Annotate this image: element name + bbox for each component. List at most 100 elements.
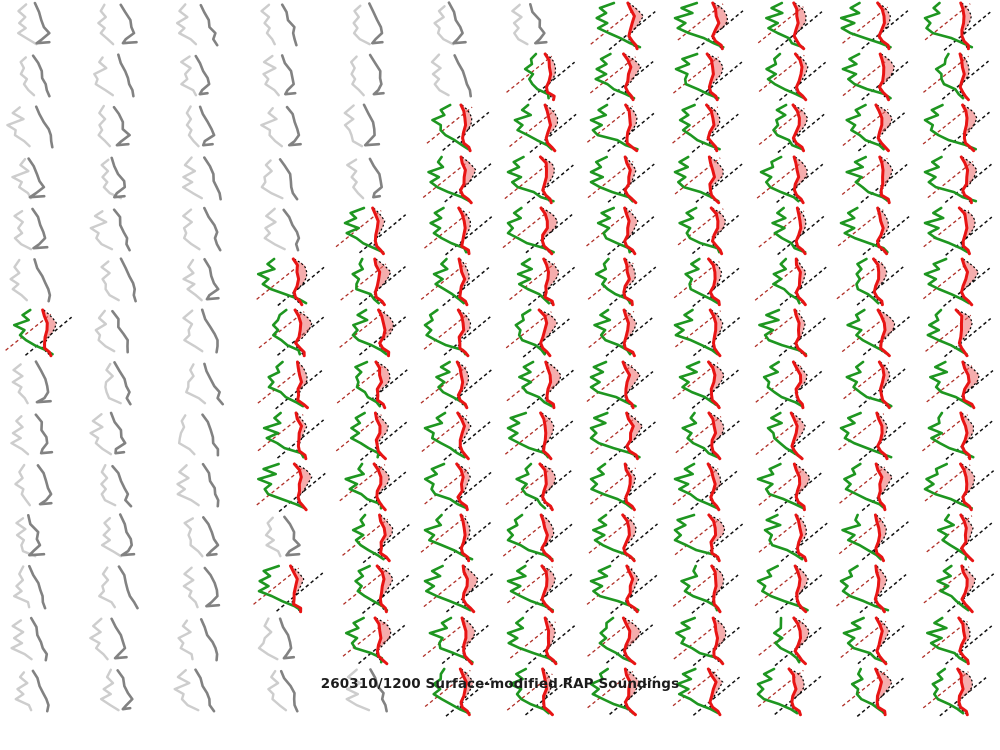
- temperature-line: [961, 360, 975, 409]
- temperature-line: [875, 616, 888, 665]
- sounding-cell-r3c11: [833, 103, 916, 154]
- dewpoint-line: [423, 565, 472, 612]
- sounding-cell-r7c1: [0, 308, 83, 359]
- temperature-line: [623, 462, 637, 512]
- firebrick-dashed-line: [253, 568, 300, 606]
- inactive-sounding-plot: [10, 413, 54, 456]
- sounding-cell-r4c9: [667, 155, 750, 206]
- active-sounding-plot: [923, 155, 992, 204]
- dewpoint-line: [423, 411, 466, 459]
- sounding-cell-r13c8: [583, 616, 666, 667]
- firebrick-dashed-line: [502, 210, 549, 249]
- temperature-line: [295, 360, 309, 409]
- firebrick-dashed-line: [587, 619, 634, 657]
- temperature-line: [709, 206, 723, 256]
- active-sounding-plot: [671, 103, 739, 154]
- active-sounding-plot: [586, 360, 654, 410]
- dewpoint-line: [93, 56, 115, 97]
- temperature-line: [541, 667, 554, 716]
- sounding-cell-r10c10: [750, 462, 833, 513]
- firebrick-dashed-line: [674, 310, 721, 348]
- sounding-cell-r12c7: [500, 564, 583, 615]
- sounding-cell-r5c1: [0, 206, 83, 257]
- dewpoint-line: [12, 565, 31, 609]
- sounding-cell-r5c6: [417, 206, 500, 257]
- sounding-grid: [0, 1, 1000, 718]
- dewpoint-line: [756, 462, 805, 510]
- parcel-trace-line: [794, 53, 809, 101]
- parcel-trace-line: [789, 668, 805, 715]
- active-sounding-plot: [843, 360, 906, 409]
- sounding-cell-r9c4: [250, 411, 333, 462]
- dewpoint-line: [925, 616, 968, 664]
- sounding-cell-r12c2: [83, 564, 166, 615]
- sounding-cell-r13c10: [750, 616, 833, 667]
- firebrick-dashed-line: [758, 618, 805, 656]
- inactive-sounding-plot: [89, 411, 127, 456]
- sounding-cell-r7c7: [500, 308, 583, 359]
- sounding-cell-r13c2: [83, 616, 166, 667]
- dewpoint-line: [763, 513, 804, 561]
- active-sounding-plot: [922, 52, 989, 102]
- firebrick-dashed-line: [924, 464, 971, 502]
- dewpoint-line: [100, 668, 121, 712]
- inactive-sounding-plot: [177, 617, 219, 662]
- sounding-cell-r1c10: [750, 1, 833, 52]
- dewpoint-line: [104, 362, 123, 404]
- sounding-cell-r12c8: [583, 564, 666, 615]
- firebrick-dashed-line: [758, 515, 805, 553]
- dewpoint-line: [597, 206, 632, 254]
- active-sounding-plot: [839, 513, 910, 563]
- cape-fill: [708, 412, 724, 446]
- temperature-line: [200, 308, 219, 354]
- temperature-line: [378, 513, 392, 563]
- temperature-line: [116, 668, 134, 711]
- temperature-line: [876, 308, 892, 358]
- inactive-sounding-plot: [98, 565, 140, 610]
- cape-fill: [793, 361, 808, 395]
- dewpoint-line: [15, 517, 37, 558]
- temperature-line: [791, 360, 805, 409]
- sounding-cell-r2c5: [333, 52, 416, 103]
- sounding-cell-r11c3: [167, 513, 250, 564]
- parcel-trace-line: [458, 207, 471, 254]
- sounding-cell-r13c6: [417, 616, 500, 667]
- firebrick-dashed-line: [673, 261, 720, 299]
- parcel-trace-line: [709, 412, 725, 459]
- sounding-cell-r9c7: [500, 411, 583, 462]
- parcel-trace-line: [540, 463, 557, 511]
- sounding-cell-r4c3: [167, 155, 250, 206]
- sounding-cell-r3c10: [750, 103, 833, 154]
- active-sounding-plot: [505, 462, 572, 512]
- active-sounding-plot: [754, 564, 823, 614]
- dewpoint-line: [352, 4, 372, 46]
- temperature-line: [363, 103, 381, 147]
- parcel-trace-line: [793, 2, 807, 50]
- sounding-cell-r14c9: [667, 667, 750, 718]
- inactive-sounding-plot: [100, 257, 138, 303]
- temperature-line: [119, 513, 136, 557]
- temperature-line: [706, 462, 720, 512]
- temperature-line: [117, 565, 140, 610]
- dewpoint-line: [433, 5, 455, 46]
- active-sounding-plot: [586, 206, 655, 256]
- dewpoint-line: [843, 462, 887, 510]
- active-sounding-plot: [922, 257, 990, 307]
- dewpoint-line: [673, 308, 719, 356]
- inactive-sounding-plot: [263, 207, 301, 252]
- temperature-line: [876, 1, 891, 51]
- temperature-line: [792, 616, 807, 665]
- dewpoint-line: [343, 104, 364, 148]
- firebrick-dashed-line: [839, 466, 886, 504]
- parcel-trace-line: [708, 463, 721, 511]
- parcel-trace-line: [958, 617, 971, 664]
- temperature-line: [959, 411, 971, 460]
- parcel-trace-line: [456, 258, 470, 306]
- temperature-line: [460, 616, 474, 665]
- dewpoint-line: [260, 158, 284, 200]
- inactive-sounding-plot: [9, 258, 52, 303]
- parcel-trace-line: [375, 463, 391, 511]
- dewpoint-line: [98, 566, 117, 609]
- active-sounding-plot: [588, 257, 657, 307]
- active-sounding-plot: [842, 667, 905, 717]
